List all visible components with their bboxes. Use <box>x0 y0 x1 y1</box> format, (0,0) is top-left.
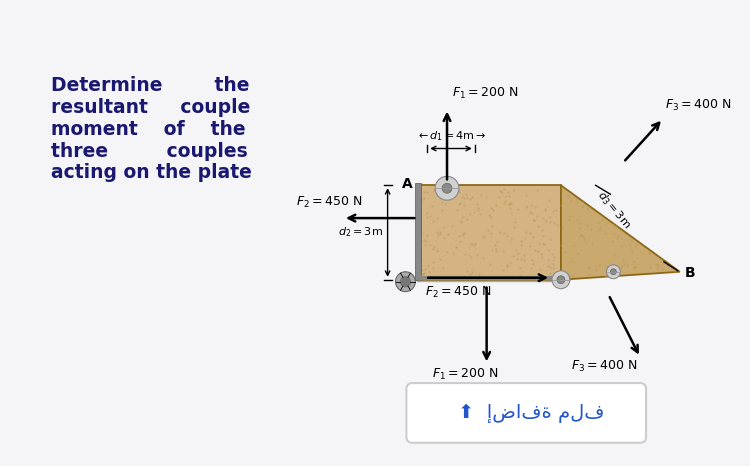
Text: $F_1 = 200\ \mathrm{N}$: $F_1 = 200\ \mathrm{N}$ <box>432 367 499 382</box>
Text: Determine        the: Determine the <box>51 76 250 95</box>
Text: $\leftarrow d_1 = 4\mathrm{m}\rightarrow$: $\leftarrow d_1 = 4\mathrm{m}\rightarrow… <box>416 129 486 143</box>
Text: A: A <box>401 177 412 191</box>
Text: $F_3 = 400\ \mathrm{N}$: $F_3 = 400\ \mathrm{N}$ <box>665 97 731 113</box>
Circle shape <box>610 269 616 275</box>
Bar <box>416 183 422 280</box>
FancyBboxPatch shape <box>406 383 646 443</box>
Text: moment    of    the: moment of the <box>51 120 245 139</box>
Circle shape <box>552 271 570 288</box>
Circle shape <box>395 272 416 292</box>
Text: ⬆  إضافة ملف: ⬆ إضافة ملف <box>458 403 604 423</box>
Circle shape <box>442 183 452 193</box>
Text: $F_2 = 450\ \mathrm{N}$: $F_2 = 450\ \mathrm{N}$ <box>296 195 362 210</box>
Text: $d_3 = 3\mathrm{m}$: $d_3 = 3\mathrm{m}$ <box>593 188 633 232</box>
Polygon shape <box>561 185 680 280</box>
Circle shape <box>607 265 620 279</box>
Circle shape <box>557 276 565 284</box>
Text: $d_2 = 3\mathrm{m}$: $d_2 = 3\mathrm{m}$ <box>338 226 382 240</box>
Text: $F_3 = 400\ \mathrm{N}$: $F_3 = 400\ \mathrm{N}$ <box>571 359 638 374</box>
Text: three         couples: three couples <box>51 142 248 161</box>
Text: $F_1 = 200\ \mathrm{N}$: $F_1 = 200\ \mathrm{N}$ <box>452 86 518 101</box>
Text: resultant     couple: resultant couple <box>51 98 250 117</box>
Text: $F_2 = 450\ \mathrm{N}$: $F_2 = 450\ \mathrm{N}$ <box>425 285 492 300</box>
Text: acting on the plate: acting on the plate <box>51 164 252 182</box>
Circle shape <box>435 176 459 200</box>
Circle shape <box>400 277 410 287</box>
Text: B: B <box>685 266 695 280</box>
Polygon shape <box>417 185 561 280</box>
